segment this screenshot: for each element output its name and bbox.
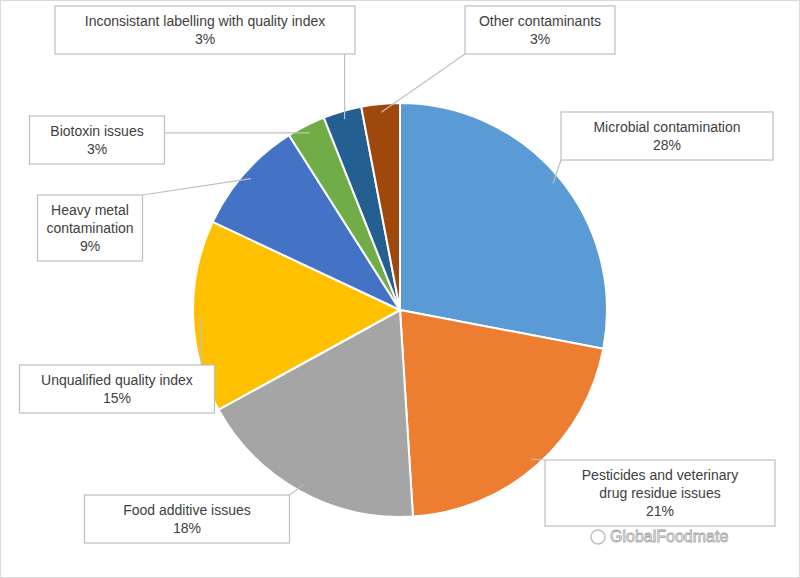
leader-line xyxy=(290,484,305,495)
category-label: Other contaminants xyxy=(479,13,601,29)
label-box xyxy=(20,365,215,413)
chart: Microbial contamination 28% Pesticides and… xyxy=(0,0,800,578)
category-label: Food additive issues xyxy=(123,502,251,518)
category-label: Heavy metal xyxy=(51,202,129,218)
label-box xyxy=(545,460,775,526)
leader-line xyxy=(344,54,345,119)
label-box xyxy=(30,116,165,164)
pie xyxy=(193,103,607,517)
value-label: 15% xyxy=(103,390,131,406)
label-box xyxy=(55,6,355,54)
category-label: Biotoxin issues xyxy=(50,123,143,139)
slice xyxy=(361,103,400,310)
leader-line xyxy=(553,160,561,183)
value-label: 21% xyxy=(646,503,674,519)
leader-line xyxy=(143,179,251,195)
value-label: 18% xyxy=(173,520,201,536)
category-label: Microbial contamination xyxy=(593,119,740,135)
leader-line xyxy=(531,458,545,460)
frame xyxy=(1,1,800,578)
label-box xyxy=(38,195,143,261)
leader-line xyxy=(201,316,202,365)
watermark: GlobalFoodmate xyxy=(610,528,728,545)
value-label: 3% xyxy=(195,31,215,47)
category-label: Pesticides and veterinary xyxy=(582,467,738,483)
category-label: Unqualified quality index xyxy=(41,372,193,388)
labels: Microbial contamination 28% Pesticides and… xyxy=(20,6,776,543)
leader-line xyxy=(381,54,465,112)
value-label: 3% xyxy=(530,31,550,47)
watermark-icon xyxy=(591,530,605,544)
category-label: drug residue issues xyxy=(599,485,720,501)
value-label: 9% xyxy=(80,238,100,254)
value-label: 3% xyxy=(87,141,107,157)
label-box xyxy=(465,6,615,54)
value-label: 28% xyxy=(653,137,681,153)
category-label: contamination xyxy=(46,220,133,236)
label-box xyxy=(85,495,290,543)
leader-lines xyxy=(143,54,562,495)
leader-line xyxy=(165,132,310,133)
category-label: Inconsistant labelling with quality inde… xyxy=(85,13,325,29)
label-box xyxy=(561,112,773,160)
